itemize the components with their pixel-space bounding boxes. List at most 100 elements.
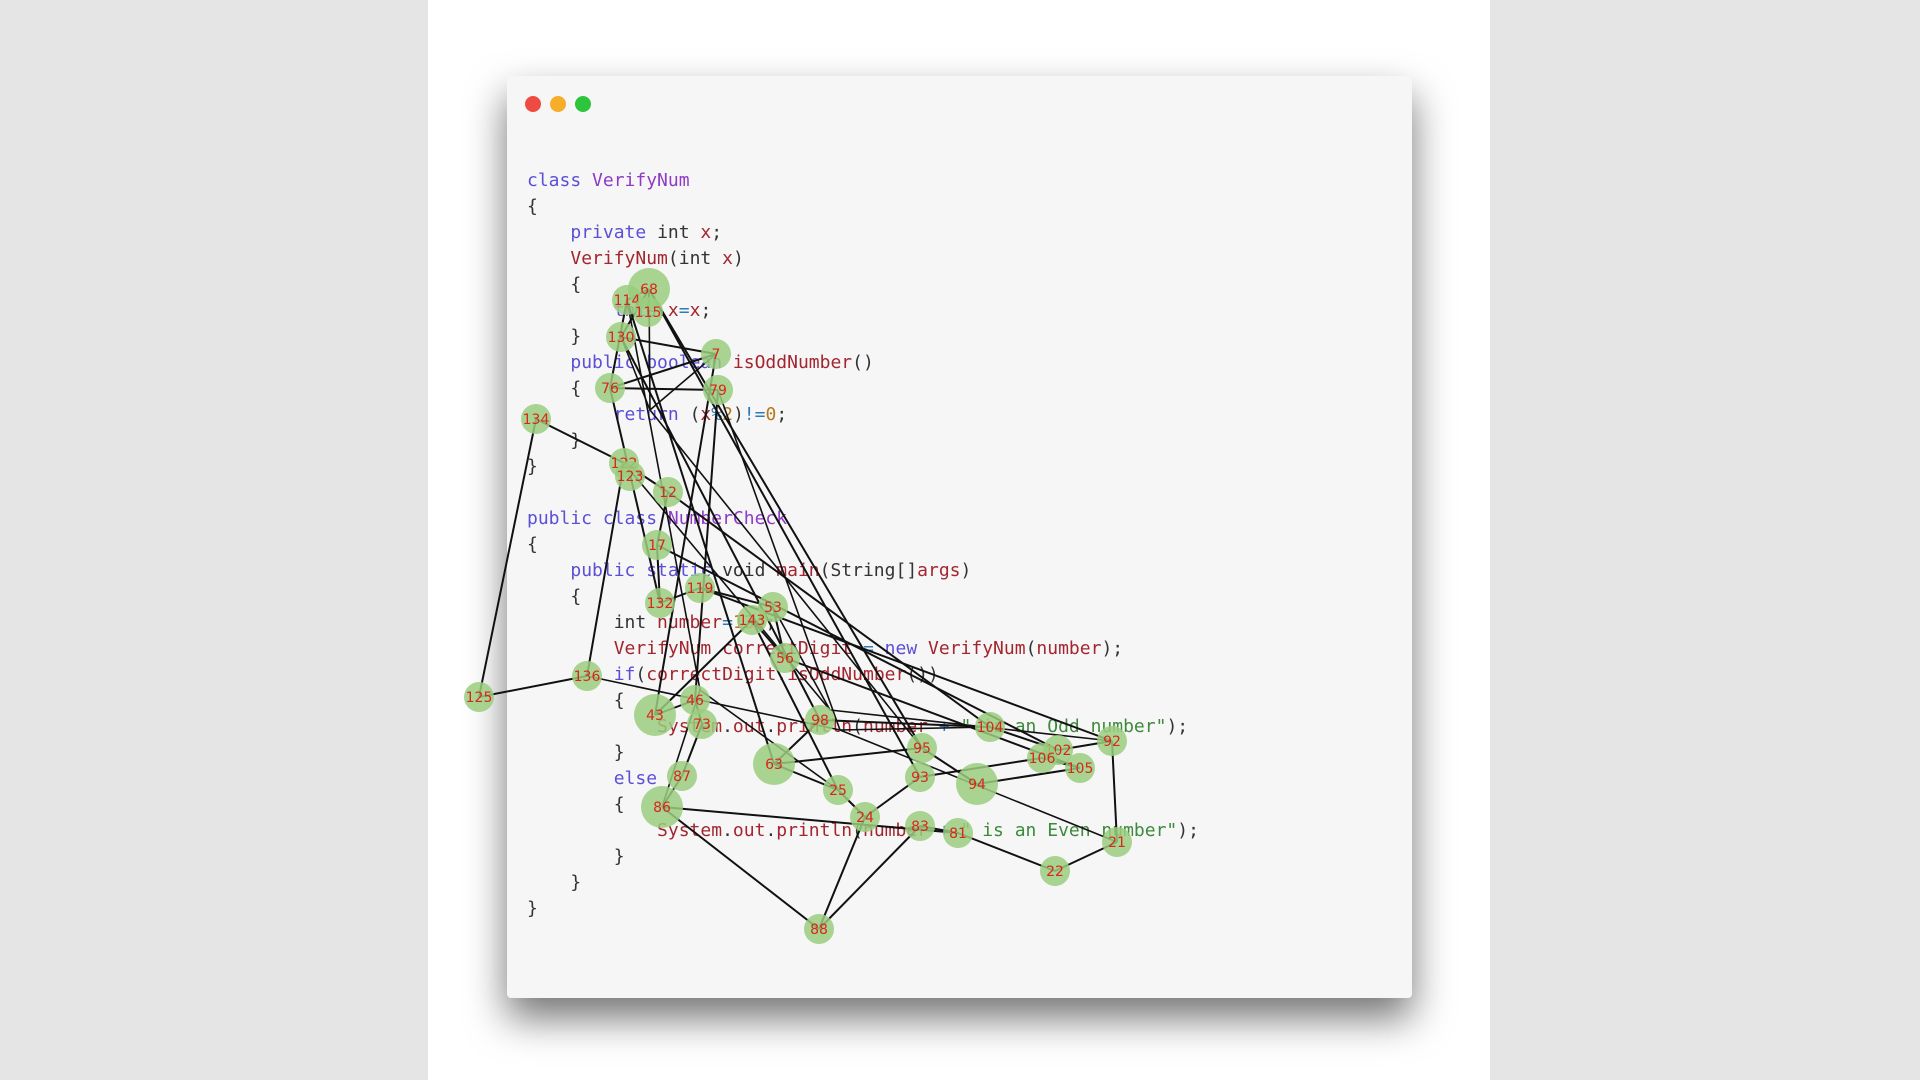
- code-line: {: [527, 194, 1199, 220]
- code-token: [527, 664, 614, 685]
- code-token: }: [527, 456, 538, 477]
- code-line: {: [527, 532, 1199, 558]
- code-token: [527, 222, 570, 243]
- code-token: [527, 560, 570, 581]
- code-token: .: [765, 820, 777, 841]
- code-line: }: [527, 896, 1199, 922]
- code-line: private int x;: [527, 220, 1199, 246]
- code-token: {: [527, 690, 625, 711]
- code-token: }: [527, 326, 582, 347]
- code-token: =: [678, 300, 690, 321]
- code-token: =: [862, 638, 874, 659]
- code-token: {: [527, 794, 625, 815]
- code-token: public: [570, 352, 647, 373]
- code-token: number: [862, 716, 929, 737]
- code-token: (int: [667, 248, 723, 269]
- code-token: this: [613, 300, 658, 321]
- code-token: " is an Odd number": [960, 716, 1167, 737]
- code-token: println: [776, 820, 853, 841]
- code-token: public: [527, 508, 603, 529]
- code-token: (String[]: [819, 560, 918, 581]
- code-token: ;: [700, 300, 712, 321]
- code-token: [527, 248, 570, 269]
- code-line: int number=134;: [527, 610, 1199, 636]
- code-token: .: [776, 664, 788, 685]
- code-token: ;: [711, 222, 723, 243]
- code-token: number: [657, 612, 723, 633]
- code-token: .: [657, 300, 668, 321]
- code-token: ): [732, 248, 744, 269]
- code-line: System.out.println(number + " is an Odd …: [527, 714, 1199, 740]
- code-token: );: [1177, 820, 1199, 841]
- code-token: (: [635, 664, 647, 685]
- code-line: }: [527, 740, 1199, 766]
- code-line: return (x%2)!=0;: [527, 402, 1199, 428]
- code-token: ): [960, 560, 972, 581]
- code-token: 2: [722, 404, 733, 425]
- code-token: private: [570, 222, 658, 243]
- code-token: {: [527, 586, 582, 607]
- code-token: [527, 768, 614, 789]
- code-token: }: [527, 898, 538, 919]
- code-token: }: [527, 846, 625, 867]
- code-token: {: [527, 378, 582, 399]
- code-block: class VerifyNum { private int x; VerifyNu…: [527, 168, 1199, 922]
- code-token: (: [689, 404, 701, 425]
- code-token: [527, 352, 570, 373]
- code-line: {: [527, 376, 1199, 402]
- code-token: .: [722, 716, 733, 737]
- code-line: System.out.println(number + " is an Even…: [527, 818, 1199, 844]
- code-token: if: [613, 664, 636, 685]
- code-token: {: [527, 534, 538, 555]
- code-token: =: [722, 612, 733, 633]
- code-line: VerifyNum correctDigit = new VerifyNum(n…: [527, 636, 1199, 662]
- code-token: x: [700, 404, 712, 425]
- code-token: args: [917, 560, 961, 581]
- code-line: {: [527, 688, 1199, 714]
- code-token: out: [732, 820, 766, 841]
- code-token: );: [1101, 638, 1124, 659]
- code-token: boolean: [646, 352, 733, 373]
- code-token: !=: [743, 404, 766, 425]
- zoom-button[interactable]: [575, 96, 591, 112]
- code-line: VerifyNum(int x): [527, 246, 1199, 272]
- code-line: [527, 480, 1199, 506]
- code-line: {: [527, 272, 1199, 298]
- code-token: x: [700, 222, 712, 243]
- code-token: main: [776, 560, 820, 581]
- code-token: public: [570, 560, 647, 581]
- code-token: isOddNumber: [787, 664, 907, 685]
- code-token: class: [602, 508, 668, 529]
- code-token: .: [765, 716, 777, 737]
- code-token: }: [527, 872, 582, 893]
- code-token: VerifyNum: [613, 638, 723, 659]
- code-token: [527, 820, 657, 841]
- code-token: +: [928, 820, 961, 841]
- code-line: public class NumberCheck: [527, 506, 1199, 532]
- code-line: }: [527, 454, 1199, 480]
- code-line: }: [527, 428, 1199, 454]
- code-token: new: [884, 638, 929, 659]
- code-token: ;: [765, 612, 777, 633]
- code-line: public boolean isOddNumber(): [527, 350, 1199, 376]
- code-token: (: [852, 716, 863, 737]
- code-token: void: [722, 560, 777, 581]
- code-token: x: [667, 300, 679, 321]
- close-button[interactable]: [525, 96, 541, 112]
- code-token: VerifyNum: [928, 638, 1026, 659]
- code-token: VerifyNum: [570, 248, 668, 269]
- code-token: +: [928, 716, 961, 737]
- code-line: public static void main(String[]args): [527, 558, 1199, 584]
- minimize-button[interactable]: [550, 96, 566, 112]
- code-token: [527, 638, 614, 659]
- code-token: [527, 404, 614, 425]
- code-line: {: [527, 584, 1199, 610]
- code-token: ;: [776, 404, 788, 425]
- code-token: static: [646, 560, 723, 581]
- code-token: x: [722, 248, 733, 269]
- code-token: int: [657, 222, 701, 243]
- code-token: " is an Even number": [960, 820, 1178, 841]
- code-token: }: [527, 430, 582, 451]
- code-token: (: [852, 820, 863, 841]
- code-token: System: [657, 820, 723, 841]
